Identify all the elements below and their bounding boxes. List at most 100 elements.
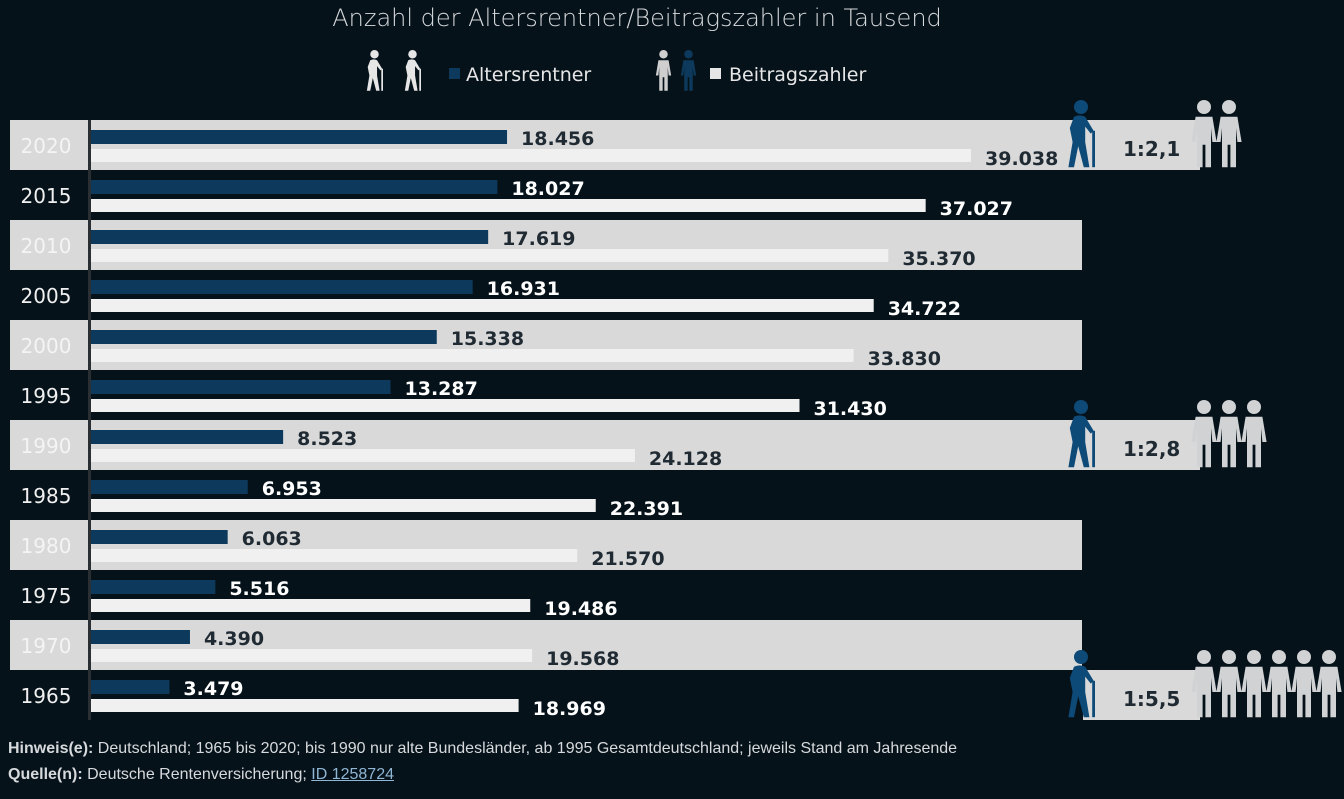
value-label-altersrentner: 6.063: [242, 528, 302, 550]
value-label-beitragszahler: 18.969: [533, 698, 606, 720]
ratio-contributor-icon: [1216, 100, 1242, 168]
value-label-beitragszahler: 34.722: [888, 298, 961, 320]
ratio-contributor-icon-head: [1297, 650, 1311, 664]
y-axis-line: [88, 120, 91, 720]
ratio-contributor-icon-head: [1222, 100, 1236, 114]
ratio-box: [1083, 670, 1200, 720]
value-label-altersrentner: 13.287: [405, 378, 478, 400]
ratio-contributor-icon-body: [1241, 666, 1267, 718]
value-label-beitragszahler: 19.486: [544, 598, 617, 620]
ratio-contributor-icon: [1216, 650, 1242, 718]
ratio-pensioner-icon-body: [1068, 665, 1094, 718]
ratio-contributor-icon-body: [1216, 666, 1242, 718]
ratio-contributor-icon: [1191, 100, 1217, 168]
ratio-pensioner-icon-body: [1068, 115, 1094, 168]
ratio-contributor-icon: [1241, 400, 1267, 468]
ratio-label: 1:2,8: [1123, 437, 1180, 461]
value-label-beitragszahler: 35.370: [902, 248, 975, 270]
year-label: 1980: [21, 534, 72, 558]
bar-altersrentner: [91, 680, 170, 694]
legend-worker-woman-icon-body: [655, 60, 672, 91]
value-label-beitragszahler: 19.568: [546, 648, 619, 670]
ratio-contributor-icon: [1291, 650, 1317, 718]
bar-beitragszahler: [91, 549, 578, 562]
legend-pensioner-man-icon-cane: [419, 68, 421, 91]
ratio-contributor-icon-head: [1272, 650, 1286, 664]
value-label-beitragszahler: 39.038: [985, 148, 1058, 170]
bar-altersrentner: [91, 480, 248, 494]
value-label-altersrentner: 3.479: [183, 678, 243, 700]
bar-altersrentner: [91, 630, 190, 644]
ratio-contributor-icon-head: [1222, 400, 1236, 414]
legend-worker-man-icon: [680, 50, 697, 91]
year-label: 1975: [21, 584, 72, 608]
legend-pensioner-woman-icon-head: [370, 50, 379, 59]
year-label: 2005: [21, 284, 72, 308]
legend-label-altersrentner: Altersrentner: [466, 64, 591, 86]
legend-pensioner-woman-icon-body: [366, 59, 383, 91]
legend-label-beitragszahler: Beitragszahler: [729, 64, 866, 86]
bar-beitragszahler: [91, 299, 874, 312]
row-band: [10, 520, 1082, 570]
legend-worker-man-icon-head: [684, 50, 693, 59]
row-band: [10, 420, 1200, 470]
year-label: 2010: [21, 234, 72, 258]
year-label: 1970: [21, 634, 72, 658]
value-label-altersrentner: 4.390: [204, 628, 264, 650]
bar-beitragszahler: [91, 199, 926, 212]
chart-title: Anzahl der Altersrentner/Beitragszahler …: [332, 4, 942, 32]
hint-text: Deutschland; 1965 bis 2020; bis 1990 nur…: [93, 740, 958, 757]
ratio-contributor-icon-head: [1222, 650, 1236, 664]
bar-altersrentner: [91, 330, 437, 344]
ratio-pensioner-icon-head: [1074, 100, 1088, 114]
ratio-contributor-icon-body: [1266, 666, 1292, 718]
value-label-beitragszahler: 31.430: [813, 398, 886, 420]
value-label-beitragszahler: 37.027: [940, 198, 1013, 220]
bar-altersrentner: [91, 580, 216, 594]
value-label-altersrentner: 6.953: [262, 478, 322, 500]
source-link[interactable]: ID 1258724: [311, 766, 394, 783]
source-label: Quelle(n):: [8, 766, 83, 783]
value-label-beitragszahler: 24.128: [649, 448, 722, 470]
ratio-pensioner-icon-body: [1068, 415, 1094, 468]
year-label: 2000: [21, 334, 72, 358]
ratio-contributor-icon: [1191, 650, 1217, 718]
year-label: 1965: [21, 684, 72, 708]
hint-label: Hinweis(e):: [8, 740, 94, 757]
legend-swatch-altersrentner: [449, 68, 460, 79]
value-label-altersrentner: 8.523: [297, 428, 357, 450]
ratio-contributor-icon-body: [1216, 416, 1242, 468]
value-label-altersrentner: 17.619: [502, 228, 575, 250]
bar-altersrentner: [91, 530, 228, 544]
bar-altersrentner: [91, 380, 391, 394]
value-label-beitragszahler: 21.570: [591, 548, 664, 570]
ratio-contributor-icon-head: [1247, 400, 1261, 414]
value-label-beitragszahler: 22.391: [610, 498, 683, 520]
ratio-contributor-icon-head: [1197, 650, 1211, 664]
value-label-altersrentner: 18.456: [521, 128, 594, 150]
ratio-pensioner-icon-cane: [1092, 680, 1095, 718]
ratio-contributor-icon-body: [1291, 666, 1317, 718]
legend-pensioner-man-icon-head: [408, 50, 417, 59]
ratio-contributor-icon-body: [1191, 666, 1217, 718]
bar-altersrentner: [91, 230, 489, 244]
year-label: 1995: [21, 384, 72, 408]
legend-swatch-beitragszahler: [710, 68, 721, 79]
ratio-contributor-icon-body: [1216, 116, 1242, 168]
ratio-contributor-icon-head: [1197, 400, 1211, 414]
value-label-beitragszahler: 33.830: [868, 348, 941, 370]
bar-beitragszahler: [91, 499, 596, 512]
ratio-pensioner-icon-head: [1074, 400, 1088, 414]
value-label-altersrentner: 16.931: [487, 278, 560, 300]
ratio-contributor-icon-head: [1322, 650, 1336, 664]
value-label-altersrentner: 5.516: [229, 578, 289, 600]
year-label: 1985: [21, 484, 72, 508]
year-label: 1990: [21, 434, 72, 458]
ratio-pensioner-icon: [1068, 100, 1095, 168]
bar-beitragszahler: [91, 349, 854, 362]
bar-beitragszahler: [91, 599, 531, 612]
ratio-contributor-icon-body: [1316, 666, 1342, 718]
source-text: Deutsche Rentenversicherung;: [82, 766, 312, 783]
bar-chart: Altersrentner Beitragszahler 2020 18.456 39.…: [10, 50, 1342, 720]
year-label: 2015: [21, 184, 72, 208]
